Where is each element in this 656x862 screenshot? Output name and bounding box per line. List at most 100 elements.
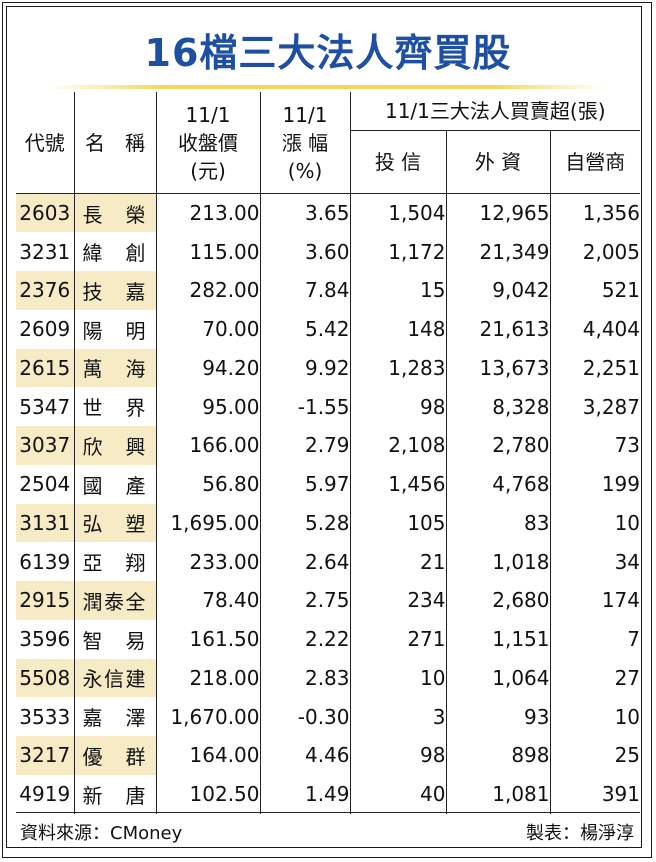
cell-dealer: 1,356 bbox=[582, 201, 641, 226]
cell-dealer: 10 bbox=[614, 704, 641, 729]
table-row: 3131 弘塑 1,695.00 5.28 105 83 10 bbox=[16, 503, 641, 543]
source-note: 資料來源：CMoney bbox=[20, 823, 183, 844]
cell-name: 亞翔 bbox=[74, 542, 157, 581]
cell-close: 166.00 bbox=[156, 426, 261, 465]
table-row: 3596 智易 161.50 2.22 271 1,151 7 bbox=[16, 619, 640, 659]
cell-name: 長榮 bbox=[74, 193, 157, 233]
header-code: 代號 bbox=[16, 92, 75, 194]
cell-close: 70.00 bbox=[156, 309, 261, 349]
cell-dealer: 199 bbox=[601, 472, 641, 497]
maker-note: 製表：楊淨淳 bbox=[526, 823, 634, 844]
cell-trust: 105 bbox=[350, 503, 447, 543]
cell-change: 5.28 bbox=[260, 503, 351, 543]
cell-close: 218.00 bbox=[156, 658, 261, 698]
cell-dealer: 25 bbox=[614, 743, 641, 768]
cell-close: 1,695.00 bbox=[156, 503, 261, 543]
cell-change: 2.75 bbox=[260, 581, 351, 620]
cell-dealer: 391 bbox=[601, 782, 641, 807]
cell-dealer: 174 bbox=[601, 588, 641, 613]
table-row: 2915 潤泰全 78.40 2.75 234 2,680 174 bbox=[16, 581, 640, 620]
cell-dealer: 4,404 bbox=[582, 317, 641, 342]
header-trust: 投 信 bbox=[350, 130, 447, 194]
cell-name: 緯創 bbox=[74, 232, 157, 271]
cell-close: 95.00 bbox=[156, 387, 261, 426]
cell-foreign: 21,613 bbox=[446, 309, 551, 349]
cell-name: 技嘉 bbox=[74, 271, 157, 310]
cell-code: 5347 bbox=[16, 387, 75, 426]
cell-close: 115.00 bbox=[156, 232, 261, 271]
cell-trust: 1,172 bbox=[350, 232, 447, 271]
table-row: 5508 永信建 218.00 2.83 10 1,064 27 bbox=[16, 658, 641, 698]
cell-trust: 40 bbox=[350, 774, 447, 814]
cell-foreign: 9,042 bbox=[446, 271, 551, 310]
table-row: 2376 技嘉 282.00 7.84 15 9,042 521 bbox=[16, 271, 640, 310]
cell-close: 233.00 bbox=[156, 542, 261, 581]
cell-change: 9.92 bbox=[260, 348, 351, 388]
cell-code: 3217 bbox=[16, 736, 75, 775]
header-close-unit: (元) bbox=[190, 158, 226, 183]
cell-code: 2915 bbox=[16, 581, 75, 620]
cell-name: 優群 bbox=[74, 736, 157, 775]
cell-change: 2.22 bbox=[260, 619, 351, 659]
cell-dealer: 10 bbox=[614, 510, 641, 535]
table-row: 3231 緯創 115.00 3.60 1,172 21,349 2,005 bbox=[16, 232, 640, 271]
header-group: 11/1三大法人買賣超(張) bbox=[350, 92, 641, 131]
cell-foreign: 21,349 bbox=[446, 232, 551, 271]
cell-code: 6139 bbox=[16, 542, 75, 581]
cell-name: 潤泰全 bbox=[74, 581, 157, 620]
cell-change: 5.42 bbox=[260, 309, 351, 349]
table-row: 3217 優群 164.00 4.46 98 898 25 bbox=[16, 736, 640, 775]
cell-dealer: 27 bbox=[614, 665, 641, 690]
cell-code: 2603 bbox=[16, 193, 75, 233]
cell-dealer: 521 bbox=[601, 278, 641, 303]
header-dealer: 自營商 bbox=[550, 130, 641, 194]
cell-code: 4919 bbox=[16, 774, 75, 814]
title-underline bbox=[50, 85, 605, 89]
cell-change: 3.65 bbox=[260, 193, 351, 233]
header-change-label: 漲 幅 bbox=[281, 130, 329, 155]
cell-name: 萬海 bbox=[74, 348, 157, 388]
cell-name: 智易 bbox=[74, 619, 157, 659]
cell-foreign: 2,680 bbox=[446, 581, 551, 620]
cell-foreign: 13,673 bbox=[446, 348, 551, 388]
table-row: 2615 萬海 94.20 9.92 1,283 13,673 2,251 bbox=[16, 348, 640, 388]
table-title: 16檔三大法人齊買股 bbox=[144, 31, 512, 75]
cell-code: 3037 bbox=[16, 426, 75, 465]
cell-change: -0.30 bbox=[260, 697, 351, 736]
cell-name: 世界 bbox=[74, 387, 157, 426]
cell-trust: 1,283 bbox=[350, 348, 447, 388]
table-row: 2504 國產 56.80 5.97 1,456 4,768 199 bbox=[16, 464, 641, 504]
cell-foreign: 2,780 bbox=[446, 426, 551, 465]
cell-code: 5508 bbox=[16, 658, 75, 698]
cell-dealer: 2,005 bbox=[582, 239, 641, 264]
cell-dealer: 73 bbox=[614, 433, 641, 458]
cell-trust: 234 bbox=[350, 581, 447, 620]
cell-change: 1.49 bbox=[260, 774, 351, 814]
cell-code: 3131 bbox=[16, 503, 75, 543]
cell-close: 56.80 bbox=[156, 464, 261, 504]
header-close-date: 11/1 bbox=[185, 102, 231, 127]
cell-trust: 98 bbox=[350, 387, 447, 426]
cell-trust: 21 bbox=[350, 542, 447, 581]
cell-name: 永信建 bbox=[74, 658, 157, 698]
cell-change: 2.79 bbox=[260, 426, 351, 465]
cell-change: 7.84 bbox=[260, 271, 351, 310]
cell-close: 1,670.00 bbox=[156, 697, 261, 736]
header-change-date: 11/1 bbox=[282, 102, 328, 127]
footer: 資料來源：CMoney 製表：楊淨淳 bbox=[16, 812, 640, 849]
cell-code: 3231 bbox=[16, 232, 75, 271]
cell-close: 164.00 bbox=[156, 736, 261, 775]
cell-close: 282.00 bbox=[156, 271, 261, 310]
header-change: 11/1 漲 幅 (%) bbox=[260, 92, 351, 194]
cell-code: 3596 bbox=[16, 619, 75, 659]
cell-trust: 3 bbox=[350, 697, 447, 736]
table-row: 3533 嘉澤 1,670.00 -0.30 3 93 10 bbox=[16, 697, 640, 736]
cell-change: 2.83 bbox=[260, 658, 351, 698]
cell-foreign: 93 bbox=[446, 697, 551, 736]
cell-change: 3.60 bbox=[260, 232, 351, 271]
cell-change: 5.97 bbox=[260, 464, 351, 504]
cell-code: 2376 bbox=[16, 271, 75, 310]
cell-close: 213.00 bbox=[156, 193, 261, 233]
table-row: 2609 陽明 70.00 5.42 148 21,613 4,404 bbox=[16, 309, 641, 349]
